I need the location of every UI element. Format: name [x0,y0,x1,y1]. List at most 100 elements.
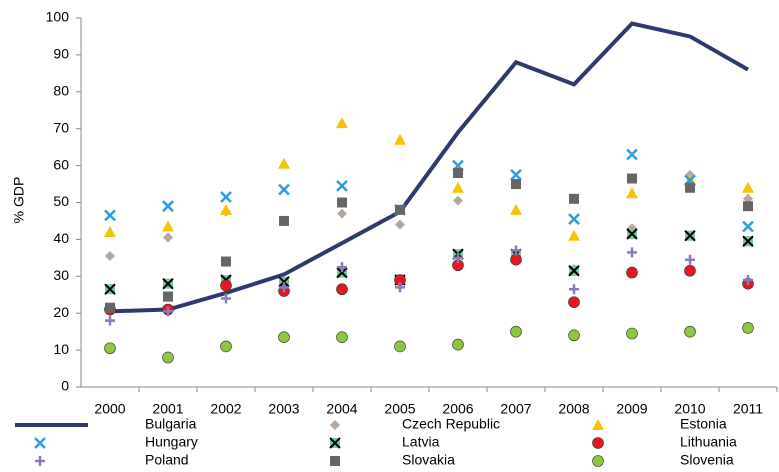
marker [105,315,115,326]
y-tick-label: 50 [53,193,69,209]
marker [221,293,231,304]
marker [105,251,115,262]
marker-cross [329,437,341,449]
y-axis-label: % GDP [11,177,27,224]
legend-label: Bulgaria [145,416,197,432]
marker [626,187,638,199]
marker [162,200,174,213]
x-tick-label: 2000 [94,401,125,417]
marker [569,284,579,295]
marker [743,201,753,212]
marker [163,306,173,317]
x-tick-label: 2011 [733,401,763,417]
legend-label: Czech Republic [402,416,500,432]
x-tick-label: 2006 [442,401,473,417]
marker [220,203,232,215]
marker [626,327,638,340]
y-tick-label: 30 [53,267,69,283]
marker [568,213,580,225]
marker [568,265,580,277]
marker [336,266,348,279]
legend-label: Lithuania [680,434,737,450]
y-tick-label: 100 [46,9,70,25]
marker [336,331,348,343]
marker [742,235,754,247]
marker [742,181,754,193]
marker-cross [162,277,174,290]
legend-marker [329,437,341,449]
x-tick-label: 2007 [500,401,531,417]
marker [337,208,347,219]
marker [278,157,290,169]
legend-label: Slovenia [680,452,734,468]
x-tick-label: 2005 [384,401,415,417]
marker [337,262,347,273]
y-tick-label: 70 [53,119,69,135]
marker [278,276,290,288]
marker [105,302,115,313]
marker [162,277,174,290]
legend-label: Latvia [402,434,440,450]
marker [684,325,696,338]
legend-marker [330,420,340,430]
y-tick-label: 90 [53,46,69,62]
marker [568,229,580,241]
marker [104,283,116,295]
marker-cross [104,283,116,295]
marker [452,181,464,193]
x-tick-label: 2003 [268,401,299,417]
y-tick-label: 20 [53,304,69,320]
marker [685,254,695,265]
legend-marker [592,455,604,467]
marker [162,220,174,232]
marker [279,282,289,293]
marker [626,266,638,279]
x-tick-label: 2008 [558,401,589,417]
marker [220,191,232,203]
marker [395,204,405,215]
marker [510,203,522,215]
line-series [109,21,749,314]
marker-cross [336,266,348,279]
marker [453,252,463,263]
marker [510,253,522,266]
y-tick-label: 0 [61,378,69,394]
marker [742,322,754,334]
marker [569,193,579,204]
x-tick-label: 2001 [152,401,183,417]
marker [394,133,406,145]
x-tick-label: 2009 [616,401,647,417]
marker [279,215,289,226]
marker [104,226,116,238]
marker [104,342,116,355]
marker [743,274,753,285]
legend-marker [592,419,604,430]
marker [510,168,522,181]
legend-label: Hungary [145,434,198,450]
marker [395,219,405,230]
marker [511,245,521,256]
marker [220,340,232,353]
marker [453,167,463,178]
x-tick-label: 2002 [210,401,241,417]
marker [684,230,696,242]
marker [568,329,580,342]
marker [453,195,463,206]
marker [568,296,580,308]
marker [627,247,637,258]
x-tick-label: 2010 [674,401,705,417]
marker [626,148,638,161]
legend-marker [592,437,604,449]
legend-label: Estonia [680,416,727,432]
marker [626,228,638,240]
legend-label: Poland [145,452,189,468]
marker [684,264,696,277]
marker [510,325,522,338]
y-tick-label: 60 [53,156,69,172]
marker [395,282,405,293]
marker [162,351,174,364]
legend-marker [330,456,340,466]
marker-cross [742,235,754,247]
marker [163,232,173,243]
